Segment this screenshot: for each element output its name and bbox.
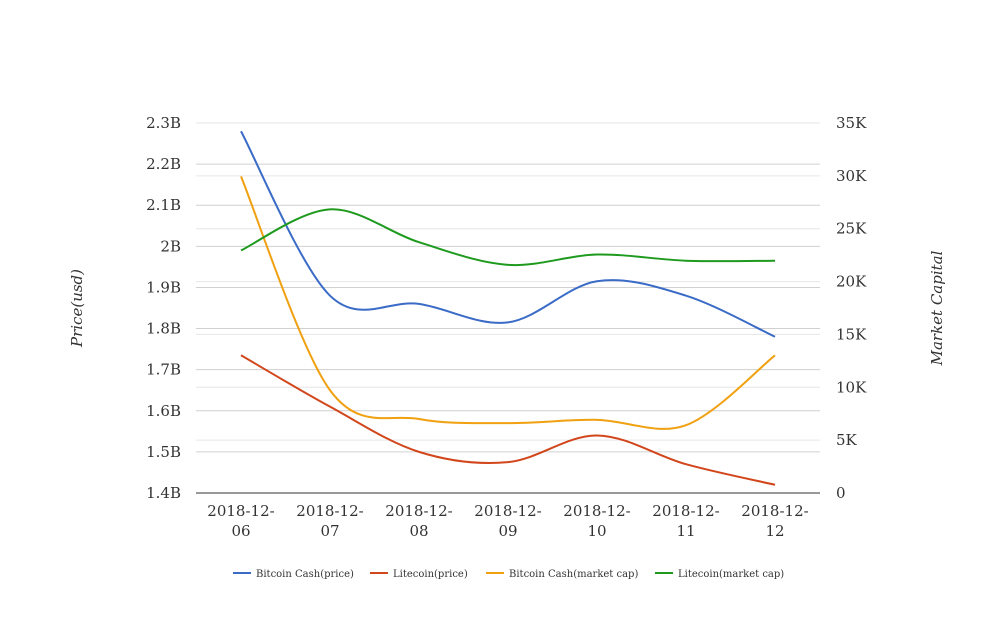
series-line	[240, 130, 776, 338]
x-tick-label: 2018-12- 08	[385, 502, 452, 540]
x-tick-label: 2018-12- 12	[741, 502, 808, 540]
y-left-tick-label: 1.5B	[146, 443, 181, 461]
x-tick-label-part: 09	[498, 522, 517, 540]
axes: 1.4B 1.5B 1.6B 1.7B 1.8B 1.9B 2B 2.1B 2.2B 2.3B 0 5…	[68, 114, 946, 540]
y-left-tick-label: 1.4B	[146, 484, 181, 502]
series-line	[240, 208, 776, 267]
y-left-tick-label: 1.8B	[146, 320, 181, 338]
x-tick-label-part: 06	[231, 522, 250, 540]
y-left-tick-label: 2.3B	[146, 114, 181, 132]
x-tick-label-part: 2018-12-	[207, 502, 274, 520]
legend-label: Litecoin(market cap)	[678, 569, 784, 580]
y-right-tick-label: 15K	[836, 325, 867, 343]
legend-label: Litecoin(price)	[393, 569, 468, 580]
y-right-tick-label: 20K	[836, 273, 867, 291]
y-right-tick-label: 10K	[836, 378, 867, 396]
y-right-tick-label: 25K	[836, 220, 867, 238]
series-line	[240, 176, 776, 430]
x-tick-label: 2018-12- 10	[563, 502, 630, 540]
y-left-tick-label: 2.2B	[146, 155, 181, 173]
x-tick-label-part: 2018-12-	[741, 502, 808, 520]
x-tick-label-part: 2018-12-	[296, 502, 363, 520]
y-right-tick-label: 30K	[836, 167, 867, 185]
y-left-tick-label: 1.7B	[146, 361, 181, 379]
y-left-axis-title: Price(usd)	[68, 269, 86, 348]
x-tick-label-part: 10	[587, 522, 606, 540]
x-tick-label-part: 2018-12-	[563, 502, 630, 520]
y-left-tick-label: 1.6B	[146, 402, 181, 420]
series-line	[240, 354, 776, 486]
x-tick-label: 2018-12- 11	[652, 502, 719, 540]
series-lines	[240, 130, 776, 486]
x-tick-label: 2018-12- 06	[207, 502, 274, 540]
y-right-axis-title: Market Capital	[928, 250, 946, 366]
x-tick-label-part: 11	[676, 522, 695, 540]
y-right-tick-label: 35K	[836, 114, 867, 132]
y-left-tick-label: 1.9B	[146, 278, 181, 296]
legend: Bitcoin Cash(price) Litecoin(price) Bitcoi…	[233, 569, 784, 580]
x-tick-label-part: 07	[320, 522, 339, 540]
x-tick-label-part: 2018-12-	[652, 502, 719, 520]
x-tick-label: 2018-12- 07	[296, 502, 363, 540]
x-tick-label-part: 2018-12-	[474, 502, 541, 520]
legend-label: Bitcoin Cash(market cap)	[509, 569, 638, 580]
x-tick-label: 2018-12- 09	[474, 502, 541, 540]
y-left-tick-label: 2B	[160, 237, 181, 255]
y-right-tick-label: 5K	[836, 431, 858, 449]
y-left-tick-label: 2.1B	[146, 196, 181, 214]
x-tick-label-part: 12	[765, 522, 784, 540]
x-tick-label-part: 2018-12-	[385, 502, 452, 520]
legend-label: Bitcoin Cash(price)	[256, 569, 354, 580]
gridlines	[196, 122, 820, 453]
x-tick-label-part: 08	[409, 522, 428, 540]
y-right-tick-label: 0	[836, 484, 846, 502]
